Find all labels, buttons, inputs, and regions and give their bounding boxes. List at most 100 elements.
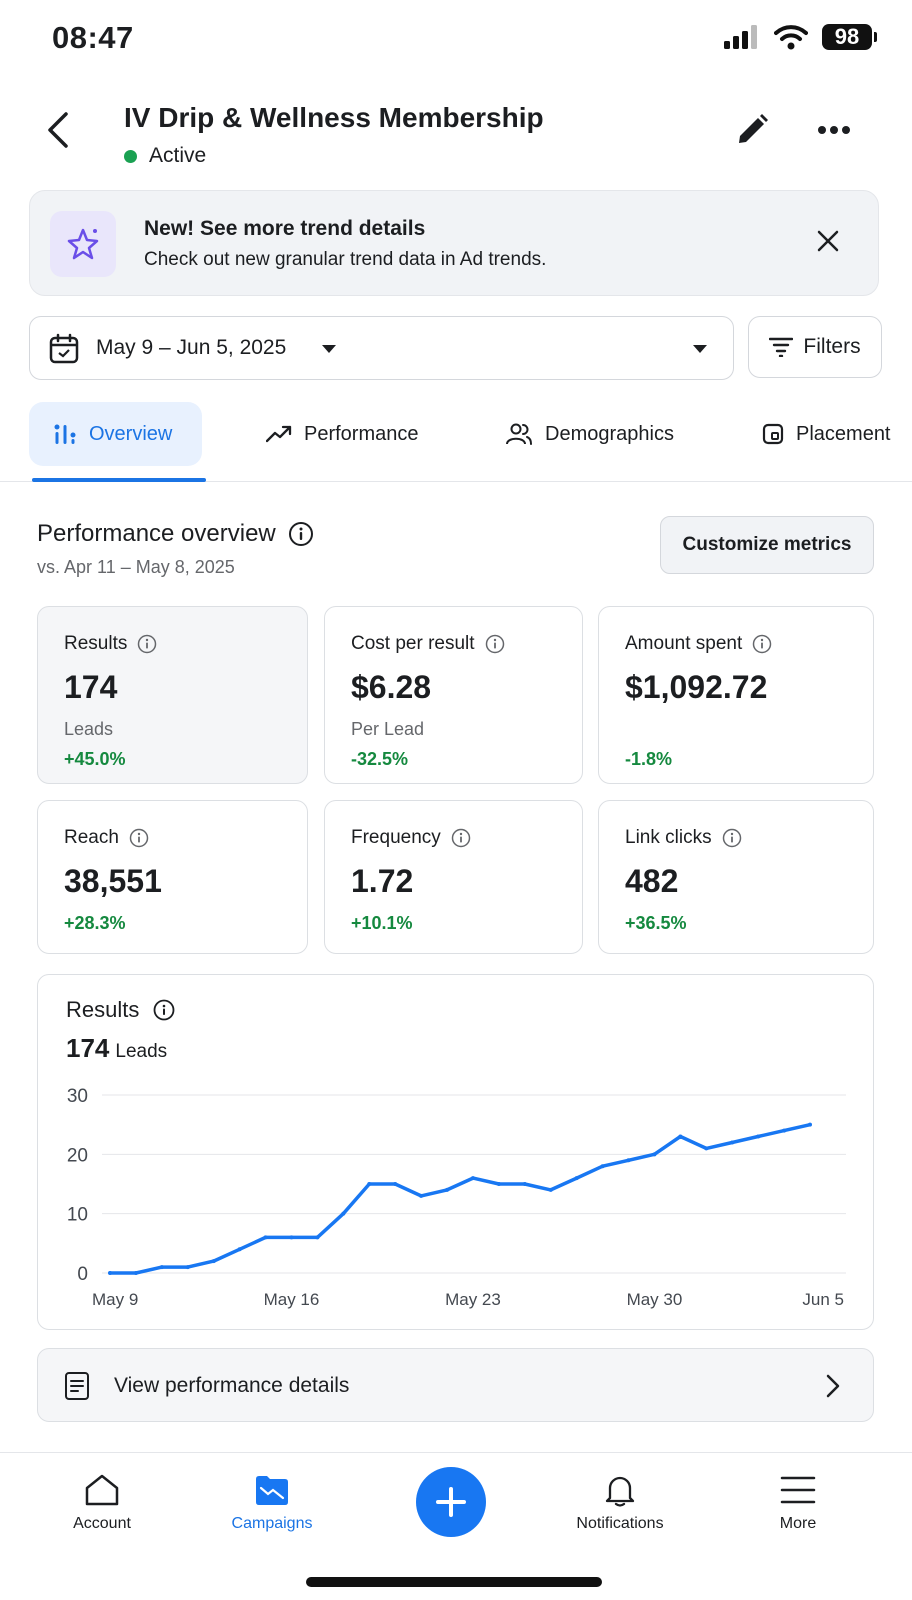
chart-title-text: Results xyxy=(66,997,140,1022)
back-button[interactable] xyxy=(38,108,78,152)
tab-placement[interactable]: Placement xyxy=(762,402,891,466)
tab-label: Demographics xyxy=(545,422,674,445)
data-point xyxy=(548,1187,553,1192)
metric-label-text: Reach xyxy=(64,827,119,848)
metric-value: 38,551 xyxy=(64,863,162,899)
tab-demographics[interactable]: Demographics xyxy=(505,402,674,466)
overview-icon xyxy=(54,424,76,444)
tab-overview[interactable]: Overview xyxy=(29,402,203,466)
active-tab-indicator xyxy=(32,478,206,482)
metric-label-text: Amount spent xyxy=(625,633,743,654)
metric-delta: +10.1% xyxy=(351,913,413,933)
data-point xyxy=(263,1235,268,1240)
nav-label: Notifications xyxy=(576,1515,664,1532)
metric-card-cost-per-result[interactable]: Cost per result $6.28 Per Lead -32.5% xyxy=(324,606,583,784)
data-point xyxy=(185,1265,190,1270)
create-button[interactable] xyxy=(416,1467,486,1537)
view-details-label: View performance details xyxy=(114,1374,350,1397)
chevron-right-icon xyxy=(826,1374,840,1398)
info-icon[interactable] xyxy=(451,828,471,848)
metric-value: 1.72 xyxy=(351,863,414,899)
info-icon[interactable] xyxy=(722,828,742,848)
filters-label: Filters xyxy=(803,335,861,358)
metric-card-frequency[interactable]: Frequency 1.72 +10.1% xyxy=(324,800,583,954)
metric-delta: +28.3% xyxy=(64,913,126,933)
data-point xyxy=(782,1128,787,1133)
metric-unit: Per Lead xyxy=(351,719,425,739)
document-icon xyxy=(65,1372,89,1400)
nav-label: Campaigns xyxy=(231,1515,313,1532)
placement-icon xyxy=(762,423,784,445)
campaigns-folder-icon xyxy=(256,1476,288,1505)
active-status-dot xyxy=(124,149,137,163)
metric-card-link-clicks[interactable]: Link clicks 482 +36.5% xyxy=(598,800,874,954)
nav-account[interactable]: Account xyxy=(32,1473,172,1533)
info-icon[interactable] xyxy=(153,999,175,1021)
metric-label: Link clicks xyxy=(625,827,742,849)
campaign-title: IV Drip & Wellness Membership xyxy=(124,102,544,133)
info-icon[interactable] xyxy=(485,634,505,654)
metric-card-results[interactable]: Results 174 Leads +45.0% xyxy=(37,606,308,784)
results-line-chart: 0 10 20 30 May 9 May 16 May 23 May 30 Jun 5 xyxy=(67,1086,846,1309)
data-point xyxy=(808,1122,812,1127)
info-icon[interactable] xyxy=(752,634,772,654)
info-icon[interactable] xyxy=(288,521,314,547)
y-tick-label: 10 xyxy=(67,1205,88,1226)
metric-value: 482 xyxy=(625,863,679,899)
metric-delta: +36.5% xyxy=(625,913,687,933)
y-tick-label: 30 xyxy=(67,1086,88,1107)
info-icon[interactable] xyxy=(137,634,157,654)
x-tick-label: May 16 xyxy=(264,1290,320,1309)
metric-delta: -32.5% xyxy=(351,749,409,769)
metric-value: 174 xyxy=(64,669,118,705)
customize-metrics-button[interactable]: Customize metrics xyxy=(660,516,874,574)
metric-value: $1,092.72 xyxy=(625,669,768,705)
tab-label: Performance xyxy=(304,422,419,445)
data-point xyxy=(315,1235,320,1240)
y-tick-label: 20 xyxy=(67,1145,88,1166)
trend-details-banner: New! See more trend details Check out ne… xyxy=(29,190,879,296)
tab-bar: Overview Performance Demographics Placem… xyxy=(0,402,912,482)
metric-card-amount-spent[interactable]: Amount spent $1,092.72 -1.8% xyxy=(598,606,874,784)
banner-close-button[interactable] xyxy=(808,221,848,261)
data-point xyxy=(341,1211,346,1216)
nav-more[interactable]: More xyxy=(728,1473,868,1533)
nav-campaigns[interactable]: Campaigns xyxy=(202,1473,342,1533)
caret-down-icon xyxy=(693,345,707,353)
nav-notifications[interactable]: Notifications xyxy=(550,1473,690,1533)
data-point xyxy=(600,1164,605,1169)
data-point xyxy=(652,1152,657,1157)
data-point xyxy=(522,1182,527,1186)
data-point xyxy=(133,1271,138,1275)
info-icon[interactable] xyxy=(129,828,149,848)
performance-overview-heading: Performance overview xyxy=(37,520,314,548)
sparkle-star-icon xyxy=(50,211,116,277)
campaign-status-label: Active xyxy=(149,144,207,167)
x-tick-label: May 9 xyxy=(92,1290,138,1309)
metric-delta: +45.0% xyxy=(64,749,126,769)
trend-up-icon xyxy=(266,425,292,443)
section-title: Performance overview xyxy=(37,520,276,547)
data-point xyxy=(574,1176,579,1181)
more-options-button[interactable] xyxy=(812,108,856,152)
data-point xyxy=(756,1134,761,1139)
data-point xyxy=(626,1158,631,1163)
date-range-picker[interactable]: May 9 – Jun 5, 2025 xyxy=(29,316,734,380)
edit-button[interactable] xyxy=(730,108,774,152)
y-tick-label: 0 xyxy=(77,1264,88,1285)
banner-title: New! See more trend details xyxy=(144,217,426,240)
metric-card-reach[interactable]: Reach 38,551 +28.3% xyxy=(37,800,308,954)
more-horizontal-icon xyxy=(818,126,850,134)
comparison-range: vs. Apr 11 – May 8, 2025 xyxy=(37,557,235,577)
signal-icon xyxy=(724,25,757,49)
chart-total: 174 Leads xyxy=(66,1033,167,1064)
data-point xyxy=(678,1134,683,1139)
tab-performance[interactable]: Performance xyxy=(266,402,419,466)
results-series-line xyxy=(108,1122,812,1275)
filters-button[interactable]: Filters xyxy=(748,316,882,378)
metric-label: Amount spent xyxy=(625,633,772,655)
metric-label-text: Cost per result xyxy=(351,633,475,654)
data-point xyxy=(108,1271,112,1275)
status-bar: 08:47 98 xyxy=(0,0,912,80)
view-performance-details-row[interactable]: View performance details xyxy=(37,1348,874,1422)
